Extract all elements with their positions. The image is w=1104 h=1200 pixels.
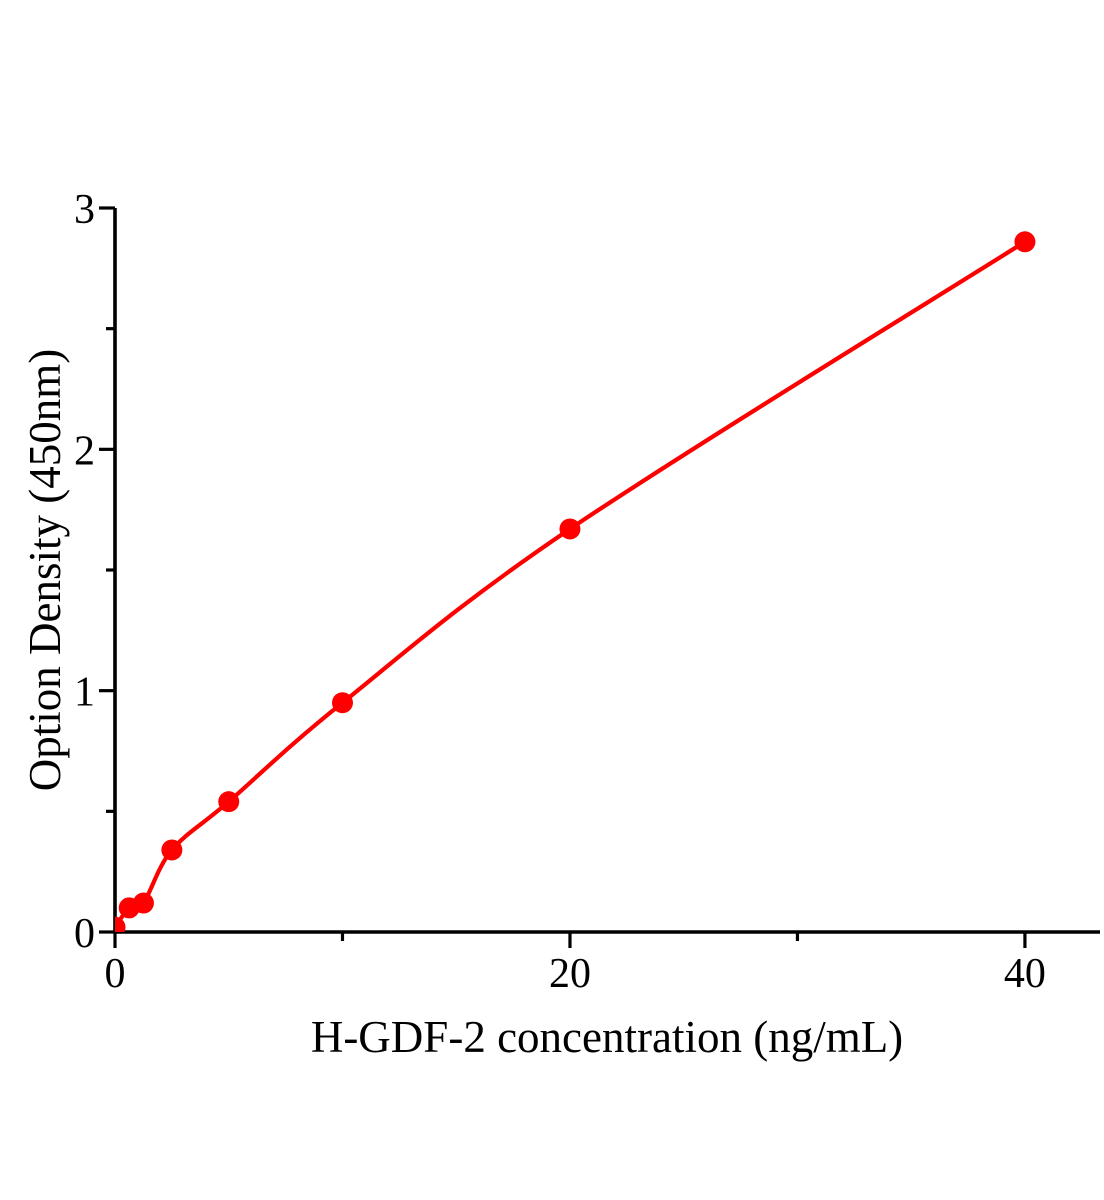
y-tick-label: 1: [74, 670, 95, 716]
y-tick-label: 2: [74, 428, 95, 474]
fit-curve: [115, 239, 1028, 930]
data-point: [1014, 231, 1036, 253]
x-tick-label: 20: [549, 951, 591, 997]
data-point: [218, 791, 240, 813]
data-point: [331, 692, 353, 714]
data-series-group: [115, 231, 1036, 932]
y-tick-label: 0: [74, 911, 95, 957]
data-point: [132, 892, 154, 914]
y-tick-label: 3: [74, 187, 95, 233]
tick-labels-group: 0 20 40 0 1 2 3: [74, 187, 1046, 997]
data-point: [115, 916, 126, 932]
x-tick-label: 40: [1004, 951, 1046, 997]
data-point: [161, 839, 183, 861]
axes-group: [99, 206, 1100, 948]
x-axis-title: H-GDF-2 concentration (ng/mL): [311, 1012, 903, 1062]
data-point: [559, 518, 581, 540]
y-axis-title: Option Density (450nm): [20, 349, 70, 791]
x-tick-label: 0: [105, 951, 126, 997]
